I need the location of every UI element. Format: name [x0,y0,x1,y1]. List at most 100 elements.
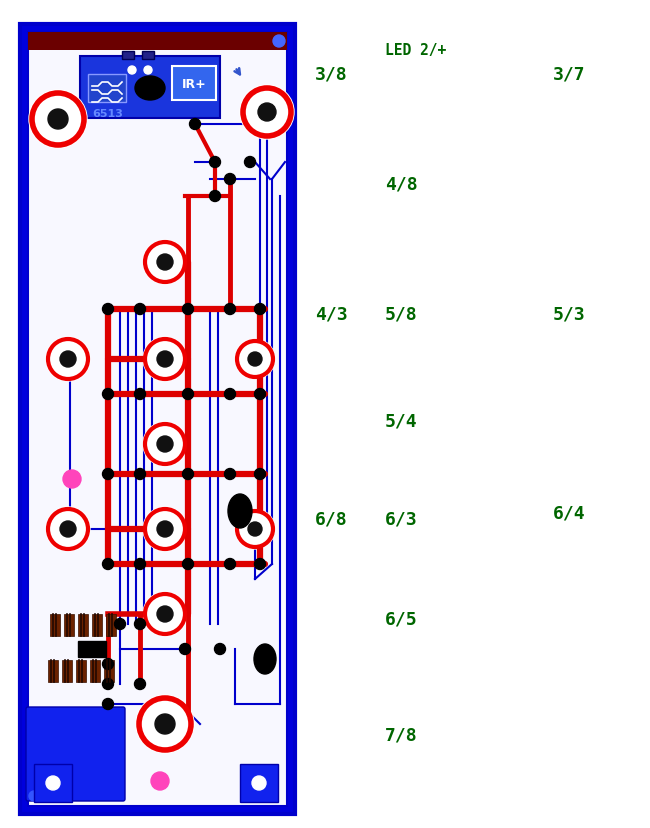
Circle shape [135,304,146,315]
Text: 4/8: 4/8 [385,175,417,193]
Bar [142,52,154,60]
Bar [76,660,86,682]
Circle shape [258,104,276,122]
Text: 6513: 6513 [92,108,123,119]
Circle shape [135,619,146,630]
Circle shape [114,619,125,630]
Circle shape [183,304,194,315]
Circle shape [145,425,185,465]
Circle shape [255,559,265,570]
Ellipse shape [254,644,276,674]
Text: 3/7: 3/7 [553,65,586,83]
Bar [104,660,114,682]
Circle shape [224,304,235,315]
Text: 5/3: 5/3 [553,305,586,323]
Text: 3/8: 3/8 [315,65,348,83]
Bar [34,764,72,802]
Circle shape [248,522,262,537]
Circle shape [179,643,190,655]
Circle shape [145,595,185,634]
Circle shape [103,659,114,670]
Circle shape [60,522,76,537]
Circle shape [224,469,235,480]
Circle shape [48,509,88,549]
Circle shape [143,592,187,636]
Circle shape [63,470,81,489]
Text: 4/3: 4/3 [315,305,348,323]
Circle shape [60,352,76,368]
Circle shape [48,339,88,379]
Circle shape [248,353,262,367]
Circle shape [143,508,187,551]
Circle shape [255,389,265,400]
Circle shape [103,389,114,400]
Circle shape [235,509,275,549]
Text: LED 2/+: LED 2/+ [385,43,447,58]
Circle shape [145,509,185,549]
Circle shape [183,559,194,570]
Bar [50,614,60,636]
Circle shape [209,191,220,202]
Bar [28,33,287,51]
Bar [88,75,126,103]
Bar [78,614,88,636]
Circle shape [214,643,226,655]
Circle shape [143,422,187,466]
Circle shape [224,389,235,400]
Circle shape [224,559,235,570]
Text: 5/4: 5/4 [385,412,417,431]
Circle shape [46,776,60,790]
Circle shape [224,174,235,185]
Ellipse shape [228,494,252,528]
Circle shape [145,339,185,379]
Text: 7/8: 7/8 [385,726,417,744]
Circle shape [145,243,185,282]
Circle shape [135,679,146,690]
Bar [64,614,74,636]
Circle shape [103,679,114,690]
Circle shape [190,119,200,130]
Circle shape [252,776,266,790]
Circle shape [29,791,39,801]
Circle shape [244,157,255,168]
Circle shape [103,469,114,480]
Bar [78,641,106,657]
Bar [48,660,58,682]
FancyBboxPatch shape [28,33,287,806]
Text: 6/8: 6/8 [315,509,348,527]
Circle shape [273,36,285,48]
Circle shape [139,698,191,750]
Circle shape [128,67,136,75]
Circle shape [151,772,169,790]
Circle shape [103,304,114,315]
FancyBboxPatch shape [20,25,295,814]
Circle shape [32,94,84,146]
Text: 5/8: 5/8 [385,305,417,323]
Text: 6/4: 6/4 [553,504,586,522]
Bar [62,660,72,682]
Bar [90,660,100,682]
Circle shape [143,338,187,382]
Circle shape [157,522,173,537]
Circle shape [135,469,146,480]
Circle shape [46,508,90,551]
Text: 6/3: 6/3 [385,509,417,527]
Bar [92,614,102,636]
Bar [172,67,216,101]
Circle shape [144,67,152,75]
Circle shape [237,342,273,378]
Circle shape [255,469,265,480]
Circle shape [157,606,173,623]
Circle shape [157,352,173,368]
Bar [122,52,134,60]
Text: 6/5: 6/5 [385,609,417,628]
Circle shape [235,339,275,379]
Circle shape [48,110,68,130]
Circle shape [183,469,194,480]
Bar [80,57,220,119]
Circle shape [135,559,146,570]
Bar [240,764,278,802]
Circle shape [155,714,175,734]
Circle shape [237,512,273,547]
Circle shape [240,86,294,140]
